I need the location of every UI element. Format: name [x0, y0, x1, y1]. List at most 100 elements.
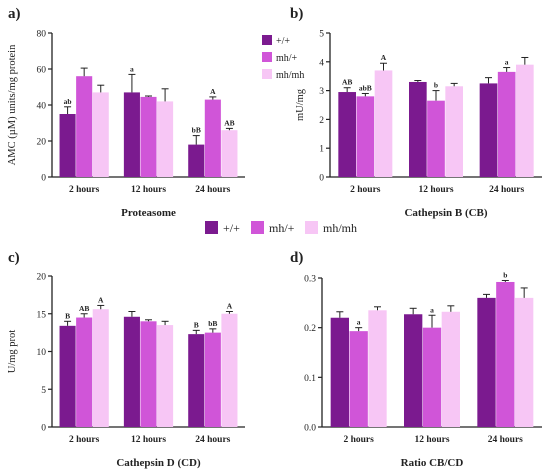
x-tick-label: 24 hours [489, 185, 524, 195]
bar [221, 313, 238, 427]
bar [157, 101, 174, 177]
bar [140, 321, 157, 427]
legend-label: mh/mh [323, 221, 357, 235]
significance-label: bB [208, 319, 217, 328]
significance-label: A [210, 87, 216, 96]
chart-panel-4: d) 0.0 0.1 0.2 0.3 a 2 hours a 12 hours b 24 hours… [290, 250, 542, 469]
bar [123, 316, 140, 427]
legend-label: mh/+ [276, 53, 298, 64]
x-tick-label: 12 hours [418, 185, 453, 195]
x-tick-label: 2 hours [343, 435, 374, 445]
bar [496, 281, 515, 427]
x-tick-label: 2 hours [69, 435, 100, 445]
y-tick-label: 0 [41, 174, 46, 184]
bar [349, 331, 368, 427]
panel-title: Proteasome [121, 207, 176, 219]
bar [59, 325, 76, 427]
significance-label: b [434, 81, 438, 90]
y-tick-label: 4 [319, 58, 324, 68]
y-axis-title: AMC (µM) units/mg protein [7, 44, 18, 165]
x-tick-label: 24 hours [195, 435, 230, 445]
significance-label: ab [64, 97, 72, 106]
legend-label: mh/+ [269, 221, 295, 235]
legend-swatch [262, 52, 272, 62]
bar [330, 317, 349, 427]
bar [368, 310, 387, 427]
y-tick-label: 0 [41, 424, 46, 434]
significance-label: B [65, 311, 70, 320]
y-tick-label: 5 [41, 386, 46, 396]
significance-label: a [130, 64, 134, 73]
bar [422, 327, 442, 427]
bar [427, 100, 445, 177]
bar [92, 309, 109, 427]
bar [338, 92, 356, 177]
bar [188, 144, 205, 177]
x-tick-label: 12 hours [131, 185, 166, 195]
x-tick-label: 24 hours [488, 435, 523, 445]
significance-label: A [98, 295, 104, 304]
bar [157, 325, 174, 427]
y-tick-label: 20 [37, 273, 47, 283]
x-tick-label: 24 hours [195, 185, 230, 195]
y-tick-label: 10 [37, 348, 47, 358]
panel-title: Cathepsin B (CB) [404, 207, 487, 219]
legend-label: mh/mh [276, 70, 304, 81]
chart-panel-1: a) 0 20 40 60 80 AMC (µM) units/mg protein ab 2 … [7, 6, 245, 219]
bar [404, 314, 423, 427]
bar [59, 114, 76, 177]
significance-label: a [430, 305, 434, 314]
chart-panel-2: b) 0 1 2 3 4 5 mU/mg AB abB A 2 hours b 12 hours a 24 h… [290, 6, 542, 219]
y-tick-label: 80 [37, 30, 47, 40]
y-tick-label: 15 [37, 310, 47, 320]
x-tick-label: 12 hours [131, 435, 166, 445]
significance-label: bB [192, 126, 201, 135]
y-tick-label: 60 [37, 66, 47, 76]
y-tick-label: 20 [37, 138, 47, 148]
significance-label: A [381, 53, 387, 62]
y-tick-label: 0.2 [304, 324, 316, 334]
bar [409, 81, 427, 177]
bar [188, 334, 205, 427]
y-axis-title: mU/mg [295, 88, 306, 121]
bar [92, 92, 109, 177]
bar [374, 70, 393, 177]
y-tick-label: 2 [319, 116, 324, 126]
panel-label: c) [8, 250, 20, 266]
y-tick-label: 40 [37, 102, 47, 112]
bar [479, 83, 498, 177]
y-tick-label: 0.1 [304, 374, 316, 384]
y-tick-label: 0 [319, 174, 324, 184]
significance-label: B [194, 320, 199, 329]
bar [445, 86, 463, 177]
bar [356, 96, 375, 177]
legend-label: +/+ [223, 221, 240, 235]
x-tick-label: 2 hours [350, 185, 381, 195]
significance-label: AB [79, 304, 89, 313]
panel-label: d) [290, 250, 303, 266]
legend-swatch [251, 221, 264, 234]
significance-label: AB [224, 118, 234, 127]
bar [516, 64, 534, 177]
significance-label: a [357, 318, 361, 327]
legend-label: +/+ [276, 36, 290, 47]
legend-swatch [305, 221, 318, 234]
y-tick-label: 0.0 [304, 424, 316, 434]
x-tick-label: 12 hours [414, 435, 449, 445]
y-tick-label: 3 [319, 87, 324, 97]
legend-swatch [262, 69, 272, 79]
y-tick-label: 0.3 [304, 275, 316, 285]
chart-panel-3: c) 0 5 10 15 20 U/mg prot B AB A 2 hours 12 hours B b… [7, 250, 245, 469]
panel-label: b) [290, 6, 303, 22]
panel-title: Ratio CB/CD [401, 457, 464, 469]
significance-label: AB [342, 78, 352, 87]
bar [76, 76, 93, 177]
bar [441, 311, 460, 427]
bar [221, 130, 238, 177]
bar [515, 297, 534, 427]
significance-label: b [503, 270, 507, 279]
legend-shared: +/+ mh/+ mh/mh [205, 221, 357, 235]
bar [477, 297, 496, 427]
significance-label: a [505, 58, 509, 67]
